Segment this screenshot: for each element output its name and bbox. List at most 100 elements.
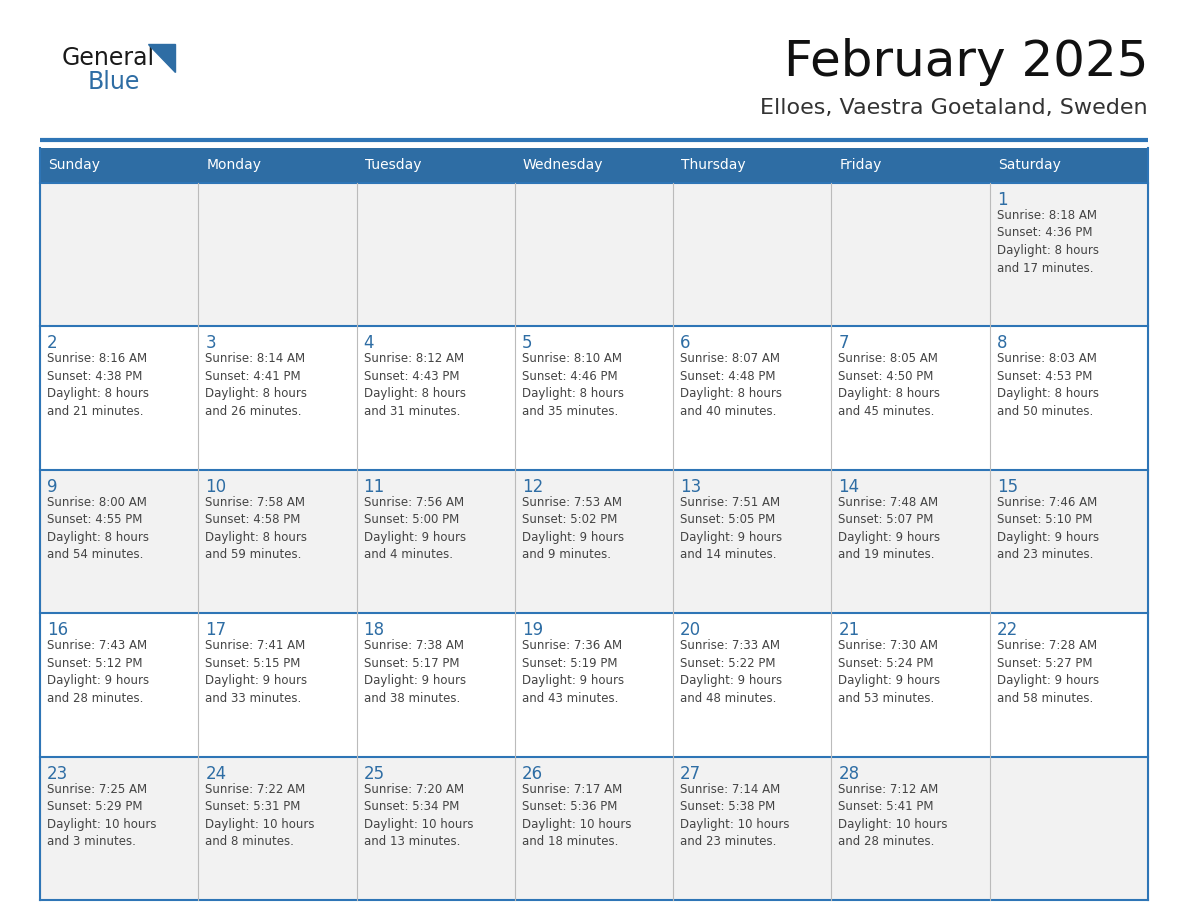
Text: 23: 23 — [48, 765, 68, 783]
Text: February 2025: February 2025 — [784, 38, 1148, 86]
Text: Sunrise: 7:48 AM
Sunset: 5:07 PM
Daylight: 9 hours
and 19 minutes.: Sunrise: 7:48 AM Sunset: 5:07 PM Dayligh… — [839, 496, 941, 561]
Text: 16: 16 — [48, 621, 68, 639]
Bar — [356, 183, 514, 327]
Text: 10: 10 — [206, 477, 227, 496]
Bar — [40, 327, 198, 470]
Bar — [40, 756, 198, 900]
Bar — [356, 470, 514, 613]
Text: Sunrise: 8:14 AM
Sunset: 4:41 PM
Daylight: 8 hours
and 26 minutes.: Sunrise: 8:14 AM Sunset: 4:41 PM Dayligh… — [206, 353, 308, 418]
Bar — [832, 327, 990, 470]
Bar — [40, 470, 198, 613]
Text: Sunrise: 7:14 AM
Sunset: 5:38 PM
Daylight: 10 hours
and 23 minutes.: Sunrise: 7:14 AM Sunset: 5:38 PM Dayligh… — [681, 783, 790, 848]
Text: Saturday: Saturday — [998, 159, 1061, 173]
Text: 2: 2 — [48, 334, 58, 353]
Text: 3: 3 — [206, 334, 216, 353]
Text: General: General — [62, 46, 156, 70]
Bar — [674, 470, 832, 613]
Bar — [514, 756, 674, 900]
Text: 22: 22 — [997, 621, 1018, 639]
Bar — [990, 183, 1148, 327]
Bar — [198, 183, 356, 327]
Text: Sunrise: 7:46 AM
Sunset: 5:10 PM
Daylight: 9 hours
and 23 minutes.: Sunrise: 7:46 AM Sunset: 5:10 PM Dayligh… — [997, 496, 1099, 561]
Bar — [674, 756, 832, 900]
Text: Sunrise: 7:58 AM
Sunset: 4:58 PM
Daylight: 8 hours
and 59 minutes.: Sunrise: 7:58 AM Sunset: 4:58 PM Dayligh… — [206, 496, 308, 561]
Bar — [674, 183, 832, 327]
Bar — [832, 613, 990, 756]
Bar — [514, 327, 674, 470]
Text: 26: 26 — [522, 765, 543, 783]
Text: Sunrise: 7:22 AM
Sunset: 5:31 PM
Daylight: 10 hours
and 8 minutes.: Sunrise: 7:22 AM Sunset: 5:31 PM Dayligh… — [206, 783, 315, 848]
Text: 5: 5 — [522, 334, 532, 353]
Bar — [832, 470, 990, 613]
Bar — [514, 183, 674, 327]
Text: Sunrise: 7:20 AM
Sunset: 5:34 PM
Daylight: 10 hours
and 13 minutes.: Sunrise: 7:20 AM Sunset: 5:34 PM Dayligh… — [364, 783, 473, 848]
Text: Sunrise: 8:10 AM
Sunset: 4:46 PM
Daylight: 8 hours
and 35 minutes.: Sunrise: 8:10 AM Sunset: 4:46 PM Dayligh… — [522, 353, 624, 418]
Bar — [832, 148, 990, 183]
Text: Sunrise: 7:30 AM
Sunset: 5:24 PM
Daylight: 9 hours
and 53 minutes.: Sunrise: 7:30 AM Sunset: 5:24 PM Dayligh… — [839, 639, 941, 705]
Text: Sunrise: 7:38 AM
Sunset: 5:17 PM
Daylight: 9 hours
and 38 minutes.: Sunrise: 7:38 AM Sunset: 5:17 PM Dayligh… — [364, 639, 466, 705]
Text: Sunrise: 7:36 AM
Sunset: 5:19 PM
Daylight: 9 hours
and 43 minutes.: Sunrise: 7:36 AM Sunset: 5:19 PM Dayligh… — [522, 639, 624, 705]
Bar — [514, 148, 674, 183]
Bar — [40, 183, 198, 327]
Text: 18: 18 — [364, 621, 385, 639]
Bar — [356, 148, 514, 183]
Text: 12: 12 — [522, 477, 543, 496]
Text: 17: 17 — [206, 621, 227, 639]
Bar — [990, 470, 1148, 613]
Text: Sunrise: 8:05 AM
Sunset: 4:50 PM
Daylight: 8 hours
and 45 minutes.: Sunrise: 8:05 AM Sunset: 4:50 PM Dayligh… — [839, 353, 941, 418]
Bar — [674, 148, 832, 183]
Bar — [514, 613, 674, 756]
Text: 27: 27 — [681, 765, 701, 783]
Text: Sunday: Sunday — [48, 159, 100, 173]
Bar — [674, 327, 832, 470]
Bar — [990, 148, 1148, 183]
Bar — [674, 613, 832, 756]
Bar — [198, 148, 356, 183]
Text: Sunrise: 7:17 AM
Sunset: 5:36 PM
Daylight: 10 hours
and 18 minutes.: Sunrise: 7:17 AM Sunset: 5:36 PM Dayligh… — [522, 783, 631, 848]
Text: Blue: Blue — [88, 70, 140, 94]
Text: 15: 15 — [997, 477, 1018, 496]
Text: 11: 11 — [364, 477, 385, 496]
Bar — [356, 613, 514, 756]
Text: Monday: Monday — [207, 159, 261, 173]
Text: 7: 7 — [839, 334, 849, 353]
Text: 9: 9 — [48, 477, 57, 496]
Text: Thursday: Thursday — [681, 159, 746, 173]
Text: Sunrise: 7:25 AM
Sunset: 5:29 PM
Daylight: 10 hours
and 3 minutes.: Sunrise: 7:25 AM Sunset: 5:29 PM Dayligh… — [48, 783, 157, 848]
Bar — [990, 613, 1148, 756]
Text: Sunrise: 7:28 AM
Sunset: 5:27 PM
Daylight: 9 hours
and 58 minutes.: Sunrise: 7:28 AM Sunset: 5:27 PM Dayligh… — [997, 639, 1099, 705]
Bar — [40, 148, 198, 183]
Bar — [198, 613, 356, 756]
Text: Sunrise: 7:33 AM
Sunset: 5:22 PM
Daylight: 9 hours
and 48 minutes.: Sunrise: 7:33 AM Sunset: 5:22 PM Dayligh… — [681, 639, 782, 705]
Text: 4: 4 — [364, 334, 374, 353]
Text: Sunrise: 7:51 AM
Sunset: 5:05 PM
Daylight: 9 hours
and 14 minutes.: Sunrise: 7:51 AM Sunset: 5:05 PM Dayligh… — [681, 496, 782, 561]
Text: Sunrise: 8:18 AM
Sunset: 4:36 PM
Daylight: 8 hours
and 17 minutes.: Sunrise: 8:18 AM Sunset: 4:36 PM Dayligh… — [997, 209, 1099, 274]
Bar — [40, 613, 198, 756]
Text: Tuesday: Tuesday — [365, 159, 421, 173]
Bar — [832, 756, 990, 900]
Bar — [198, 756, 356, 900]
Text: Elloes, Vaestra Goetaland, Sweden: Elloes, Vaestra Goetaland, Sweden — [760, 98, 1148, 118]
Bar — [198, 470, 356, 613]
Text: Sunrise: 8:03 AM
Sunset: 4:53 PM
Daylight: 8 hours
and 50 minutes.: Sunrise: 8:03 AM Sunset: 4:53 PM Dayligh… — [997, 353, 1099, 418]
Text: Sunrise: 8:00 AM
Sunset: 4:55 PM
Daylight: 8 hours
and 54 minutes.: Sunrise: 8:00 AM Sunset: 4:55 PM Dayligh… — [48, 496, 148, 561]
Polygon shape — [148, 44, 175, 72]
Text: Sunrise: 7:41 AM
Sunset: 5:15 PM
Daylight: 9 hours
and 33 minutes.: Sunrise: 7:41 AM Sunset: 5:15 PM Dayligh… — [206, 639, 308, 705]
Bar — [990, 756, 1148, 900]
Text: Sunrise: 8:16 AM
Sunset: 4:38 PM
Daylight: 8 hours
and 21 minutes.: Sunrise: 8:16 AM Sunset: 4:38 PM Dayligh… — [48, 353, 148, 418]
Bar — [356, 756, 514, 900]
Text: Wednesday: Wednesday — [523, 159, 604, 173]
Bar — [198, 327, 356, 470]
Text: 21: 21 — [839, 621, 860, 639]
Text: 24: 24 — [206, 765, 227, 783]
Text: 13: 13 — [681, 477, 701, 496]
Text: 25: 25 — [364, 765, 385, 783]
Bar — [990, 327, 1148, 470]
Text: 6: 6 — [681, 334, 690, 353]
Text: Sunrise: 7:43 AM
Sunset: 5:12 PM
Daylight: 9 hours
and 28 minutes.: Sunrise: 7:43 AM Sunset: 5:12 PM Dayligh… — [48, 639, 150, 705]
Text: 14: 14 — [839, 477, 860, 496]
Text: 28: 28 — [839, 765, 860, 783]
Text: Friday: Friday — [840, 159, 881, 173]
Text: Sunrise: 8:12 AM
Sunset: 4:43 PM
Daylight: 8 hours
and 31 minutes.: Sunrise: 8:12 AM Sunset: 4:43 PM Dayligh… — [364, 353, 466, 418]
Bar — [832, 183, 990, 327]
